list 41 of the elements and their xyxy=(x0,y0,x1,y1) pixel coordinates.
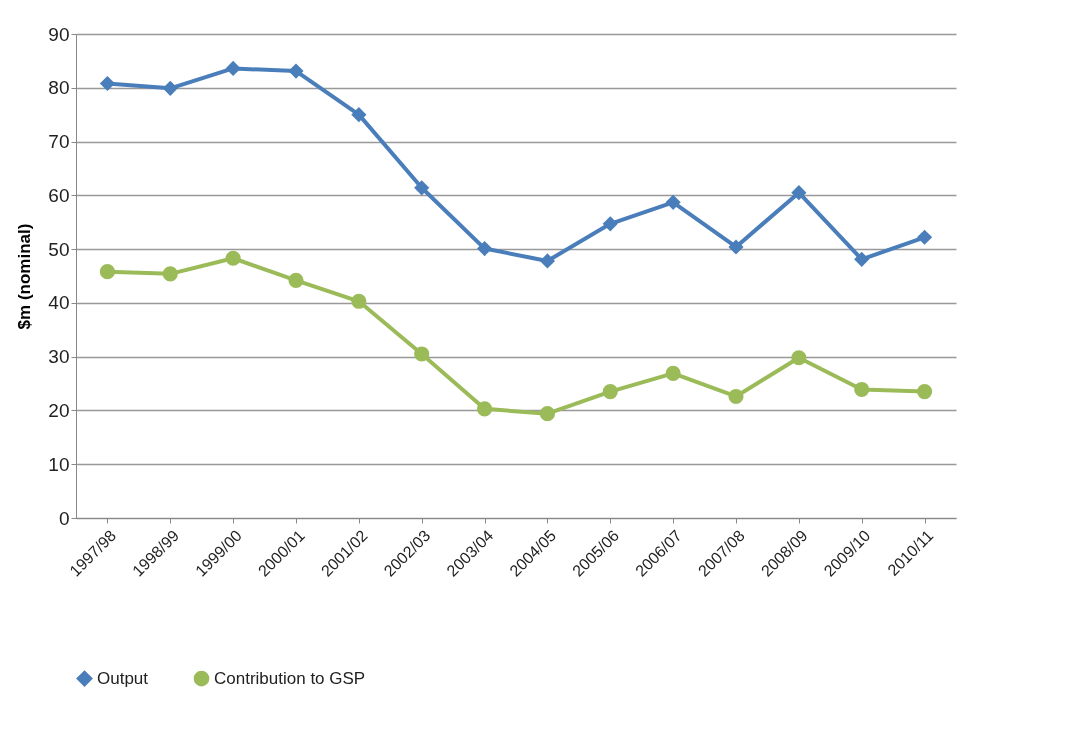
y-tick-label: 20 xyxy=(48,399,70,421)
y-tick-label: 10 xyxy=(48,453,70,475)
point xyxy=(539,253,556,269)
y-axis-title: $m (nominal) xyxy=(15,223,35,330)
y-tick-label: 0 xyxy=(58,507,70,529)
point xyxy=(728,388,744,405)
point xyxy=(854,251,870,267)
point xyxy=(539,406,556,422)
y-tick-label: 40 xyxy=(48,292,70,314)
point xyxy=(162,80,178,96)
point xyxy=(99,264,116,280)
legend-label: Output xyxy=(97,668,149,688)
legend-label: Contribution to GSP xyxy=(214,668,366,688)
point xyxy=(162,266,178,282)
point xyxy=(665,194,681,210)
point xyxy=(728,239,744,255)
point xyxy=(854,381,870,398)
point xyxy=(602,216,618,232)
y-tick-label: 70 xyxy=(48,131,70,153)
y-tick-label: 80 xyxy=(48,77,70,99)
y-tick-label: 50 xyxy=(48,238,70,260)
point xyxy=(414,346,430,362)
point xyxy=(351,293,367,309)
point xyxy=(916,229,933,245)
point xyxy=(225,60,241,76)
y-tick-label: 30 xyxy=(48,346,70,368)
point xyxy=(288,63,304,79)
point xyxy=(351,107,367,123)
point xyxy=(99,75,116,92)
point xyxy=(916,384,933,400)
point xyxy=(665,365,681,381)
point xyxy=(476,401,493,417)
y-tick-label: 60 xyxy=(48,184,70,206)
y-tick-label: 90 xyxy=(48,23,70,45)
point xyxy=(791,350,807,366)
point xyxy=(288,272,304,288)
point xyxy=(225,250,241,266)
point xyxy=(602,384,618,400)
point xyxy=(476,240,493,257)
point xyxy=(414,180,430,196)
point xyxy=(791,185,807,201)
